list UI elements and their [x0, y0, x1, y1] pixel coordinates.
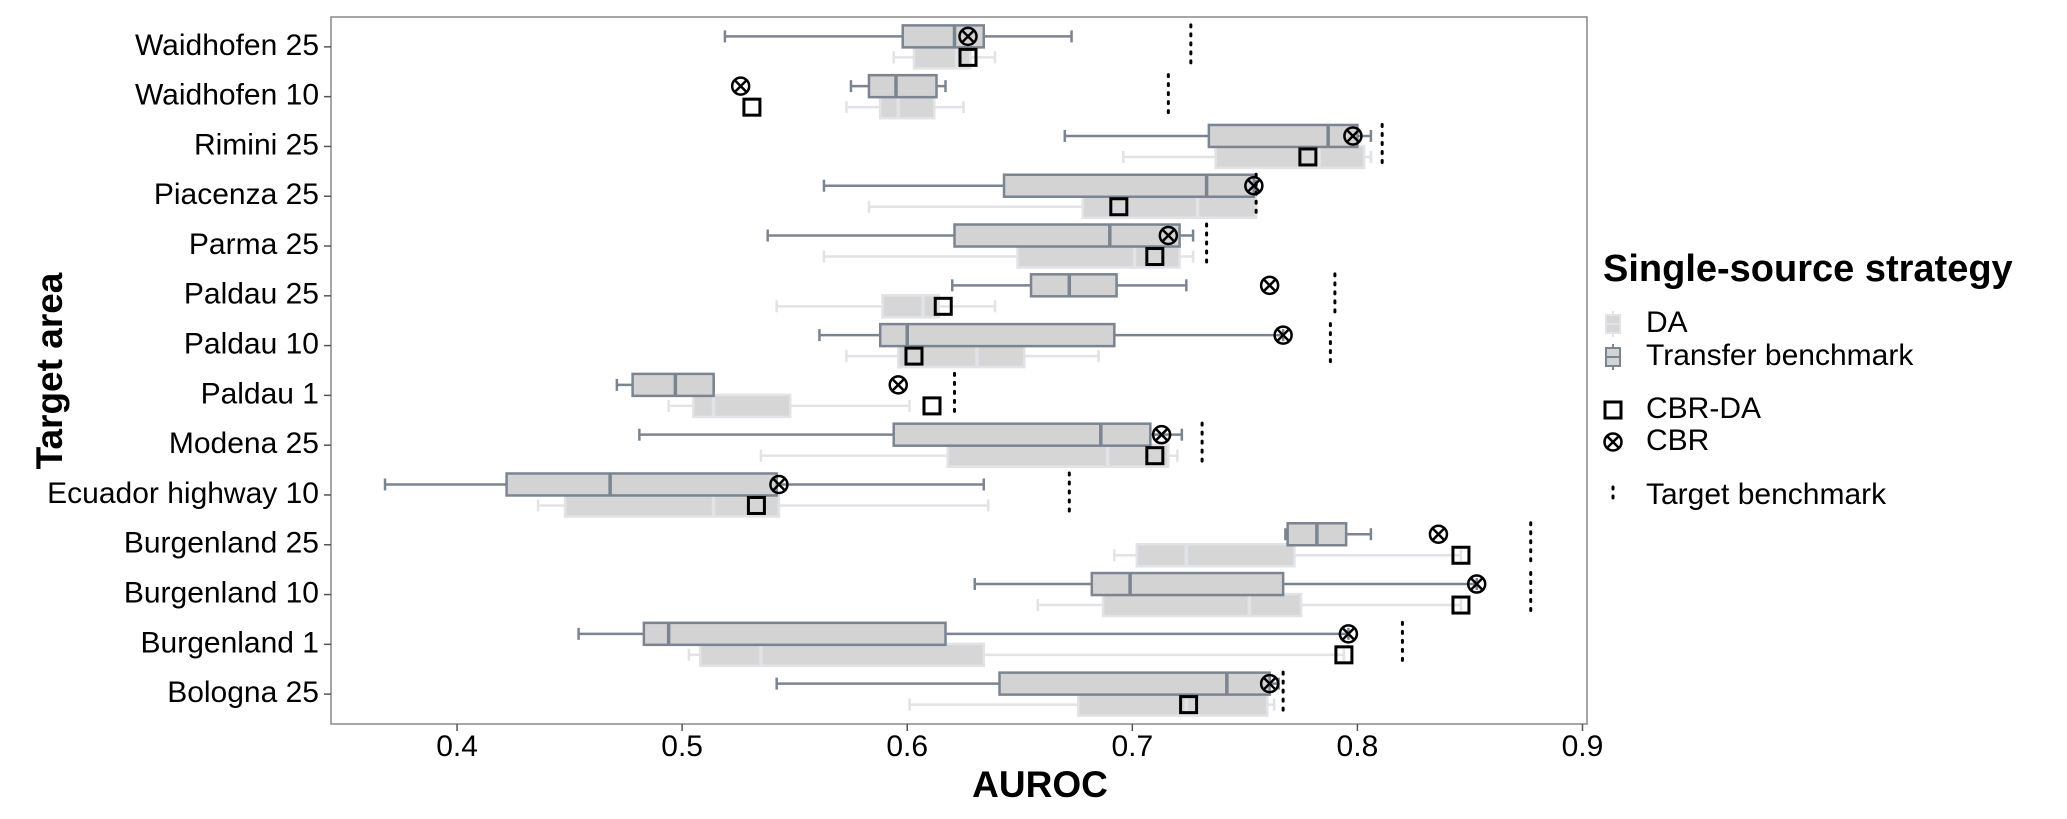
cbr-point [769, 474, 789, 495]
box [642, 621, 947, 647]
box [1081, 194, 1258, 219]
box [563, 493, 781, 518]
cbr-point [1428, 524, 1449, 545]
y-tick-label: Waidhofen 10 [135, 79, 319, 112]
x-tick-label: 0.4 [436, 730, 478, 763]
y-axis-label: Target area [29, 272, 70, 469]
legend-key-marker [1603, 400, 1623, 420]
legend-key-marker [1603, 432, 1623, 452]
box [892, 422, 1152, 447]
box [867, 73, 938, 99]
box [1135, 543, 1296, 568]
x-tick-label: 0.8 [1337, 730, 1379, 763]
cbr-da-point [1298, 147, 1318, 167]
cbr-point [888, 375, 908, 395]
box [1101, 592, 1303, 618]
box [1029, 273, 1118, 298]
cbr-point [1338, 624, 1359, 644]
cbr-da-point [1145, 247, 1165, 267]
box [692, 393, 792, 419]
box [1214, 144, 1366, 170]
cbr-point [1158, 225, 1179, 246]
y-tick-label: Bologna 25 [167, 676, 319, 709]
cbr-point [958, 26, 978, 47]
box [698, 642, 986, 668]
cbr-da-point [1179, 695, 1199, 715]
cbr-point [1466, 574, 1487, 594]
cbr-da-point [958, 47, 978, 67]
y-tick-label: Paldau 1 [201, 377, 319, 410]
x-tick-label: 0.5 [661, 730, 703, 763]
cbr-da-point [1451, 545, 1471, 565]
box [1207, 123, 1359, 149]
y-tick-label: Ecuador highway 10 [47, 477, 319, 510]
cbr-point [1151, 424, 1172, 445]
cbr-da-point [933, 296, 953, 316]
legend-label: DA [1646, 306, 1688, 339]
cbr-point [1259, 673, 1280, 694]
x-tick-label: 0.9 [1562, 730, 1604, 763]
y-tick-label: Burgenland 10 [124, 576, 319, 609]
box [881, 294, 940, 319]
legend-label: Transfer benchmark [1646, 339, 1914, 372]
cbr-da-point [746, 495, 766, 515]
cbr-point [1259, 275, 1280, 296]
cbr-point [1343, 126, 1363, 146]
y-tick-label: Paldau 25 [184, 278, 319, 311]
cbr-da-point [742, 97, 762, 117]
x-tick-label: 0.6 [886, 730, 928, 763]
cbr-point [730, 76, 751, 96]
y-tick-label: Modena 25 [169, 427, 319, 460]
cbr-da-point [922, 396, 942, 416]
box [631, 372, 715, 398]
y-tick-label: Burgenland 1 [141, 626, 319, 659]
box [1090, 571, 1285, 597]
box [878, 322, 1116, 348]
cbr-da-point [1109, 197, 1129, 217]
box [1002, 173, 1256, 198]
box [998, 671, 1271, 696]
y-tick-label: Parma 25 [189, 228, 319, 261]
box [953, 223, 1181, 248]
y-tick-label: Burgenland 25 [124, 527, 319, 560]
x-tick-label: 0.7 [1111, 730, 1153, 763]
y-tick-label: Waidhofen 25 [135, 29, 319, 62]
cbr-point [1244, 175, 1264, 196]
y-tick-label: Rimini 25 [194, 128, 319, 161]
box [878, 94, 936, 120]
legend-label: CBR [1646, 424, 1709, 457]
cbr-point [1273, 325, 1293, 345]
legend-title: Single-source strategy [1603, 248, 2013, 290]
legend-label: CBR-DA [1646, 392, 1761, 425]
x-axis-label: AUROC [972, 764, 1108, 805]
cbr-da-point [1334, 645, 1354, 665]
plot-frame [330, 16, 1588, 725]
box [946, 443, 1170, 468]
y-tick-label: Paldau 10 [184, 328, 319, 361]
cbr-da-point [1451, 595, 1471, 615]
cbr-da-point [1145, 446, 1165, 466]
cbr-da-point [904, 346, 924, 366]
box [505, 472, 778, 497]
y-tick-label: Piacenza 25 [154, 178, 319, 211]
legend-label: Target benchmark [1646, 478, 1887, 511]
box [1077, 692, 1269, 717]
